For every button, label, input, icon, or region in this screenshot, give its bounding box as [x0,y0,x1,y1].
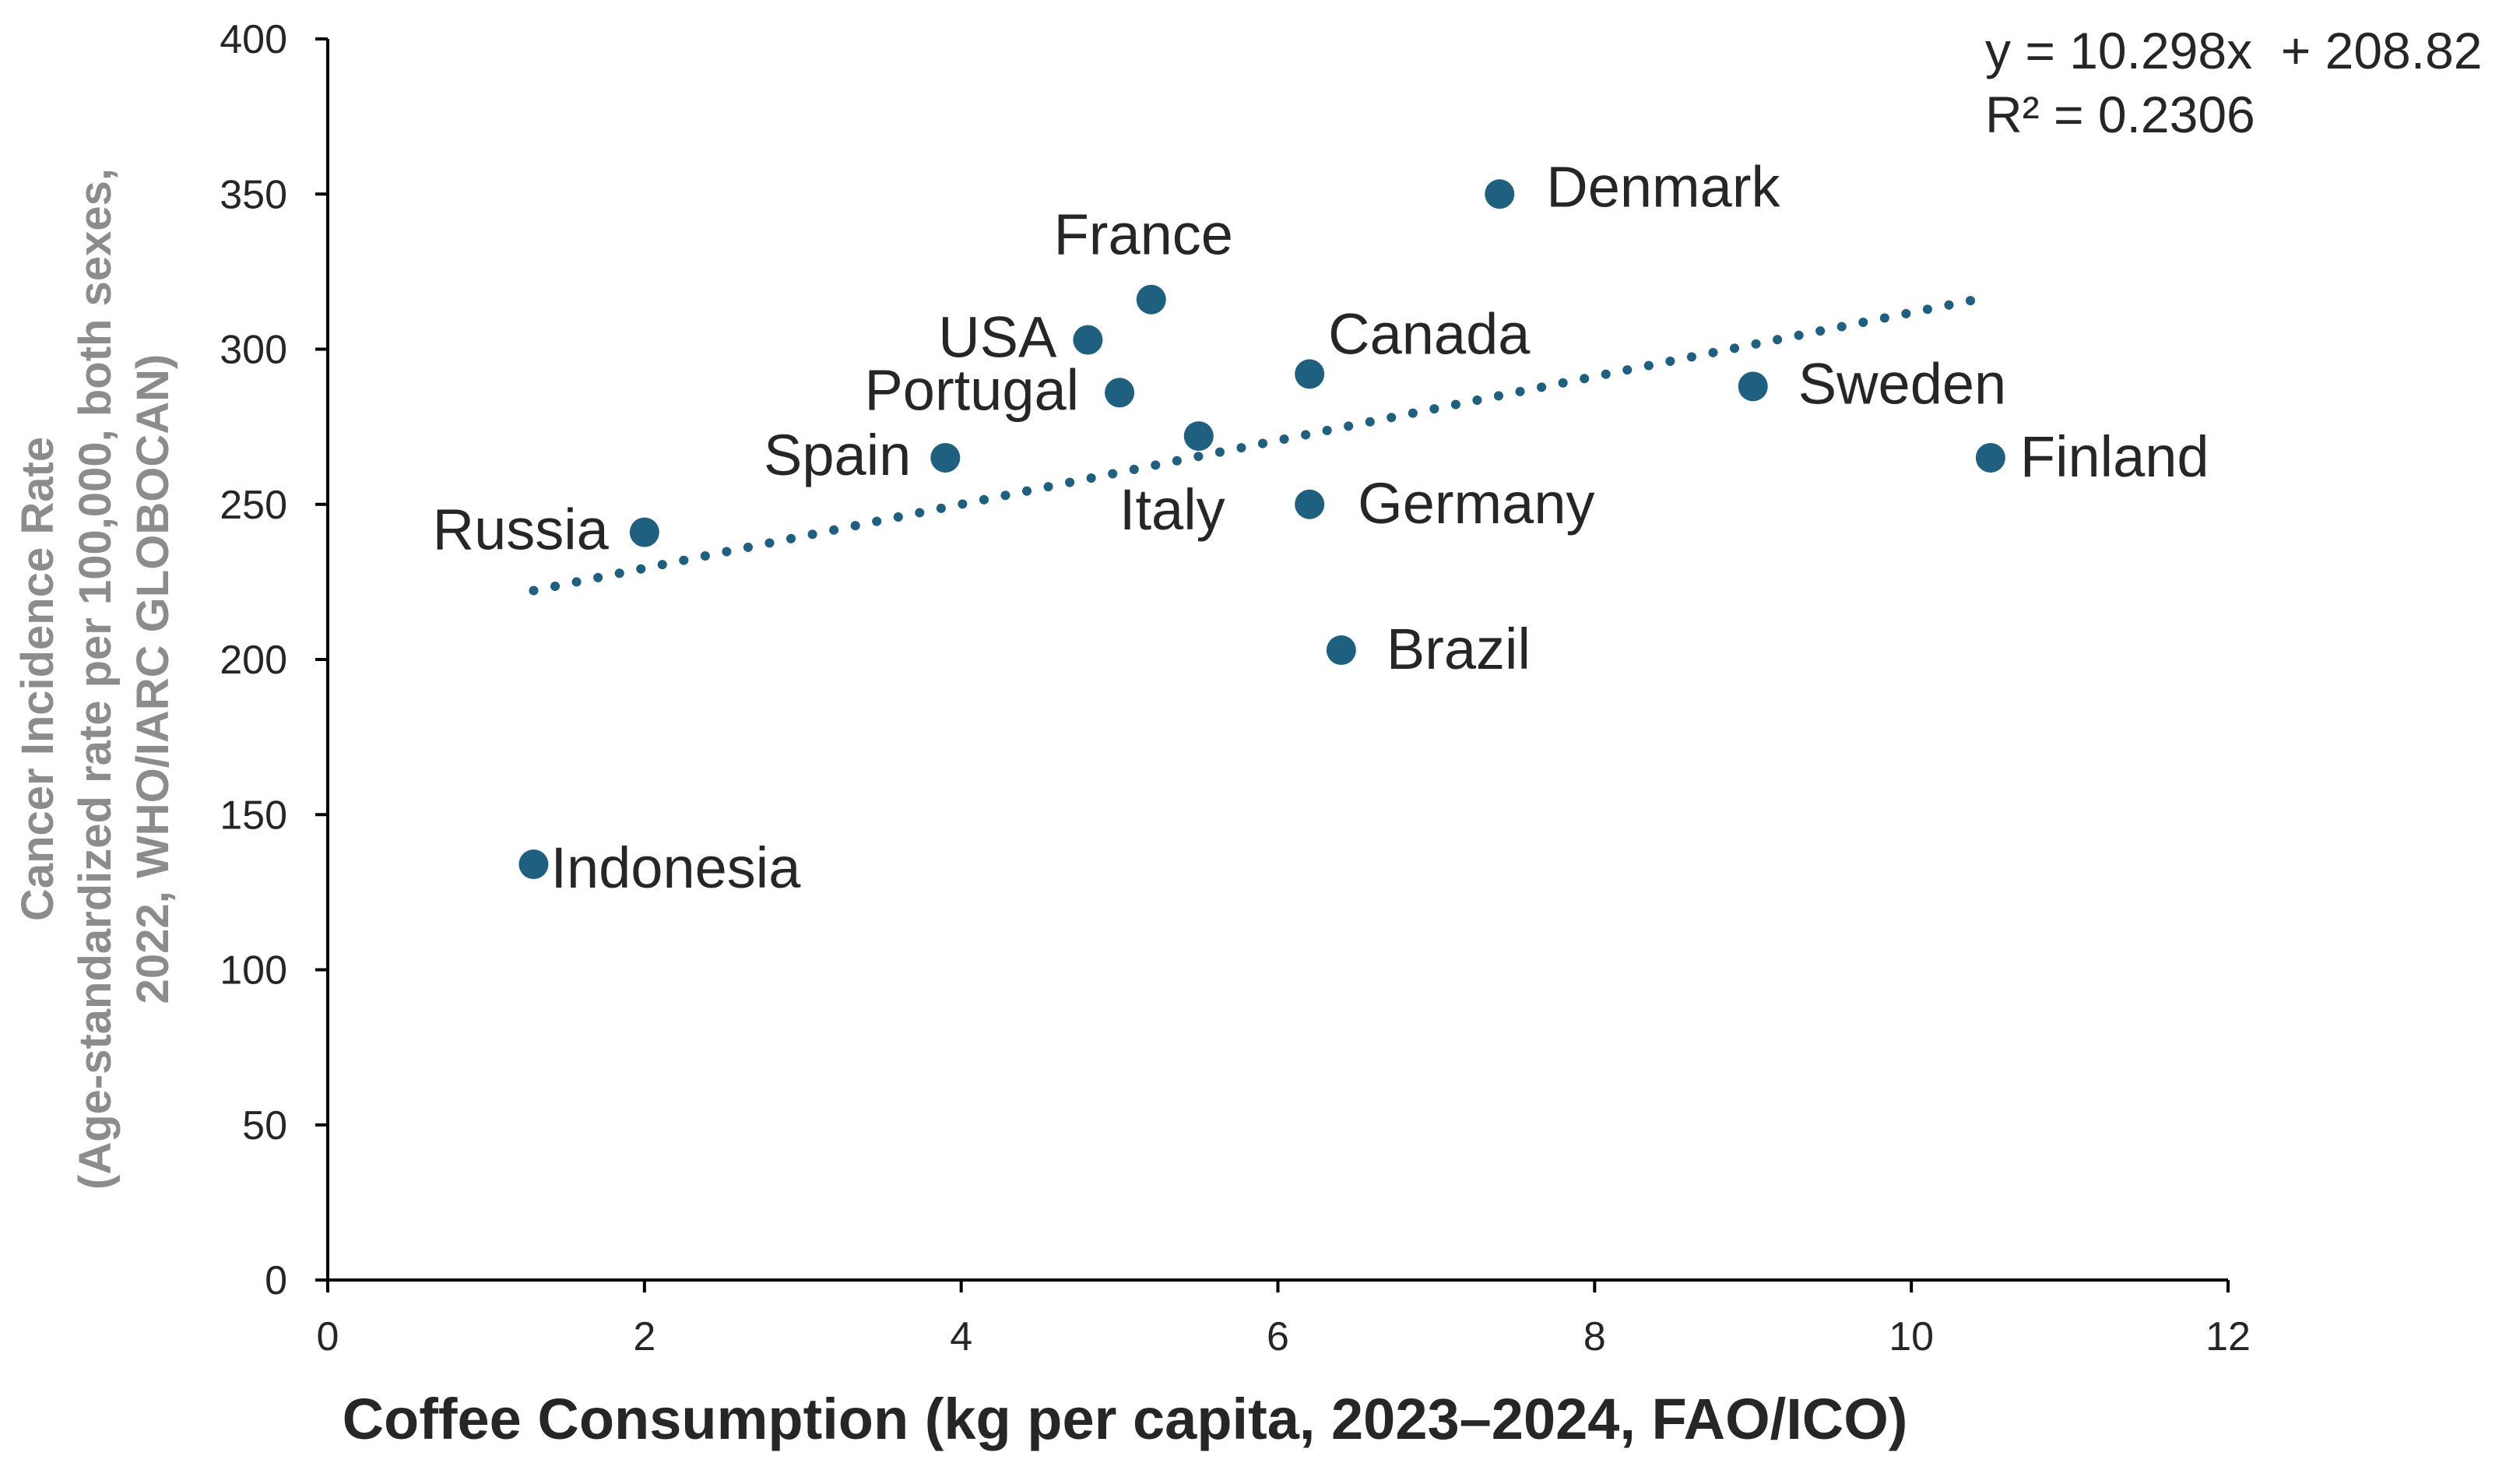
trendline-equation: y = 10.298x + 208.82 [1985,22,2483,79]
point-label-usa: USA [938,305,1057,370]
point-germany [1295,489,1325,519]
point-label-sweden: Sweden [1798,351,2006,416]
y-axis-title-line: 2022, WHO/IARC GLOBOCAN) [128,354,178,1004]
point-indonesia [518,849,549,880]
trendline-r-squared: R² = 0.2306 [1985,86,2255,143]
point-usa [1073,325,1103,355]
point-label-canada: Canada [1328,301,1531,366]
point-brazil [1326,635,1356,666]
point-france [1136,284,1166,315]
point-canada [1295,359,1325,389]
y-axis-title-line: (Age-standardized rate per 100,000, both… [70,168,121,1190]
data-points [518,179,2005,880]
x-tick-label: 12 [2205,1314,2251,1359]
y-tick-label: 300 [220,328,287,373]
y-axis-title-text: Cancer Incidence Rate (Age-standardized r… [12,168,178,1190]
trendline [529,291,1995,596]
point-denmark [1485,179,1515,209]
x-tick-label: 0 [317,1314,339,1359]
point-spain [930,442,961,473]
point-label-brazil: Brazil [1387,617,1531,681]
point-sweden [1738,371,1768,402]
y-tick-label: 350 [220,172,287,217]
y-tick-label: 100 [220,948,287,993]
y-axis-title-line: Cancer Incidence Rate [12,437,63,921]
y-tick-label: 0 [265,1258,287,1303]
point-label-finland: Finland [2020,424,2209,489]
y-tick-label: 250 [220,483,287,528]
point-finland [1975,442,2005,473]
point-russia [629,517,659,547]
y-axis-title: Cancer Incidence Rate (Age-standardized r… [12,168,178,1190]
point-label-denmark: Denmark [1546,154,1780,219]
point-label-russia: Russia [433,498,610,562]
y-tick-label: 150 [220,793,287,838]
trendline-group [529,291,1995,596]
point-label-portugal: Portugal [864,357,1079,422]
point-label-france: France [1054,202,1233,267]
x-tick-label: 10 [1889,1314,1934,1359]
point-label-indonesia: Indonesia [550,835,801,900]
point-label-italy: Italy [1119,477,1225,542]
x-axis-title: Coffee Consumption (kg per capita, 2023–… [343,1387,1908,1451]
x-tick-label: 2 [633,1314,655,1359]
x-tick-label: 8 [1583,1314,1606,1359]
point-label-spain: Spain [764,423,911,487]
point-italy [1183,421,1214,452]
x-tick-label: 4 [950,1314,972,1359]
x-tick-label: 6 [1267,1314,1289,1359]
point-portugal [1105,378,1135,408]
y-tick-label: 50 [242,1103,287,1148]
axes: 0 2 4 6 8 10 12 0 50 100 150 200 250 300 350 400 [220,17,2251,1359]
y-tick-label: 400 [220,17,287,62]
point-label-germany: Germany [1358,471,1594,536]
y-tick-label: 200 [220,638,287,683]
